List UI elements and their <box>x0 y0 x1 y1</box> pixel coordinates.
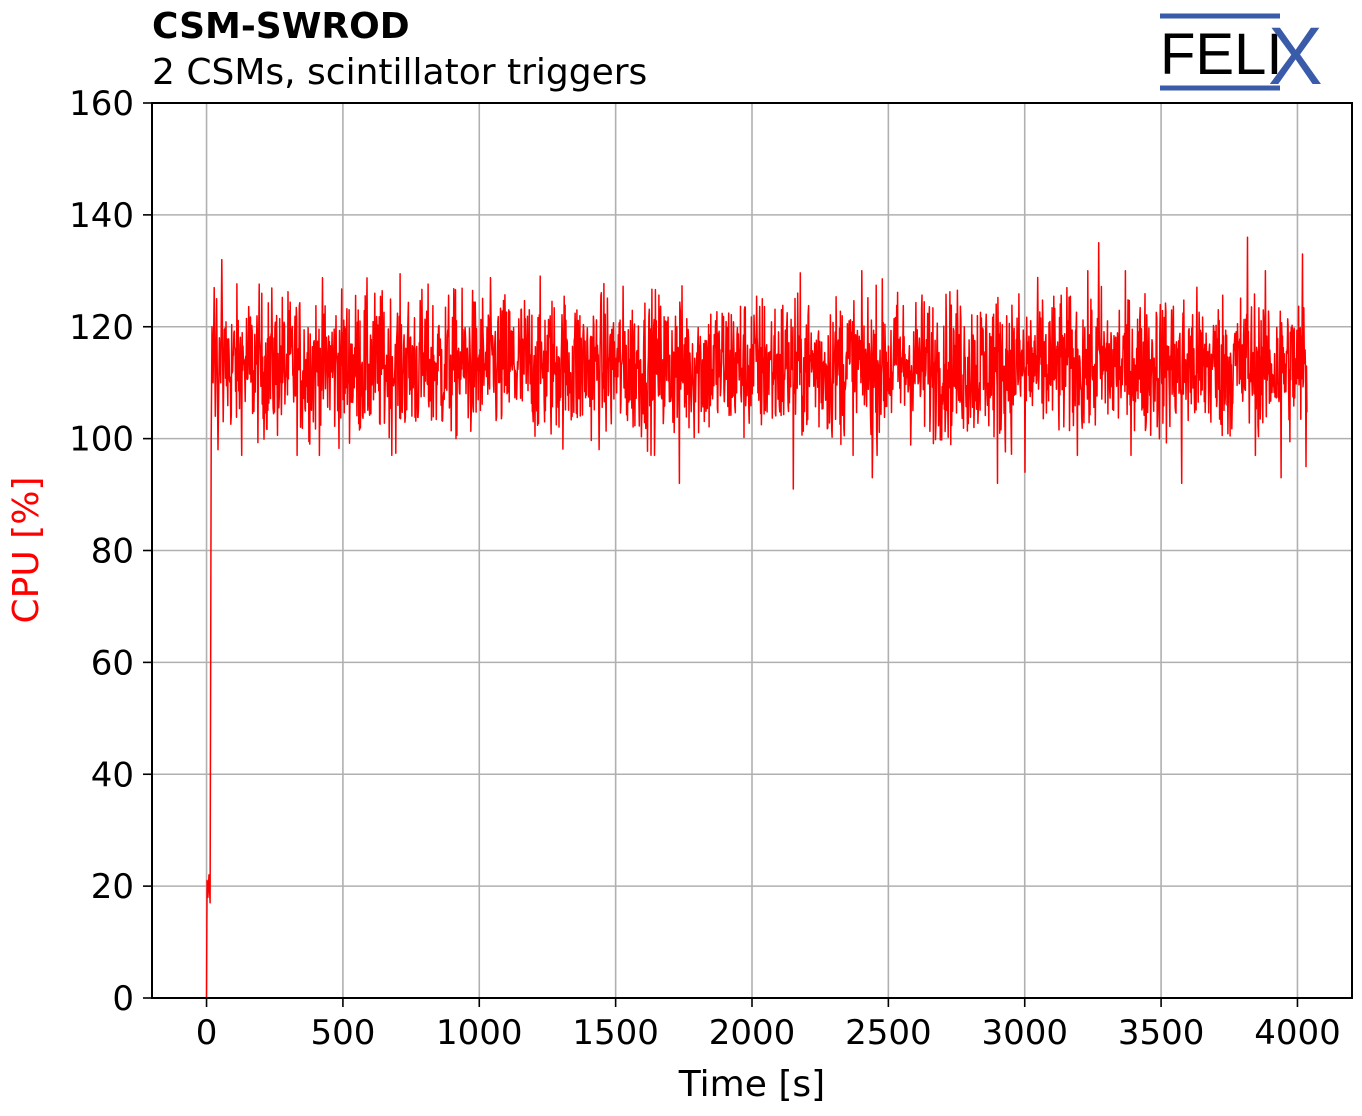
x-tick-label: 4000 <box>1254 1013 1341 1053</box>
cpu-series-line <box>205 236 1308 999</box>
y-tick-label: 20 <box>91 867 134 907</box>
grid <box>152 102 1352 999</box>
series-layer <box>205 236 1308 999</box>
x-tick-label: 500 <box>310 1013 375 1053</box>
x-axis-label: Time [s] <box>678 1064 825 1105</box>
x-tick-label: 0 <box>196 1013 218 1053</box>
y-tick-label: 120 <box>69 308 134 348</box>
x-tick-label: 1500 <box>572 1013 659 1053</box>
y-tick-label: 140 <box>69 196 134 236</box>
ticks: 0 500 1000 1500 2000 2500 3000 3500 4000 0 20 40 60 8… <box>69 84 1341 1053</box>
y-tick-label: 80 <box>91 532 134 572</box>
chart-subtitle: 2 CSMs, scintillator triggers <box>152 52 648 93</box>
logo-x: X <box>1268 11 1323 98</box>
logo-text: FELI <box>1160 22 1283 87</box>
felix-logo: FELI X <box>1160 11 1323 98</box>
x-tick-label: 2500 <box>845 1013 932 1053</box>
x-tick-label: 3000 <box>981 1013 1068 1053</box>
x-tick-label: 2000 <box>709 1013 796 1053</box>
y-tick-label: 60 <box>91 643 134 683</box>
y-tick-label: 100 <box>69 420 134 460</box>
x-tick-label: 1000 <box>436 1013 523 1053</box>
x-tick-label: 3500 <box>1118 1013 1205 1053</box>
y-axis-label: CPU [%] <box>6 477 47 624</box>
y-tick-label: 0 <box>112 979 134 1019</box>
chart-title: CSM-SWROD <box>152 6 410 47</box>
y-tick-label: 40 <box>91 755 134 795</box>
y-tick-label: 160 <box>69 84 134 124</box>
